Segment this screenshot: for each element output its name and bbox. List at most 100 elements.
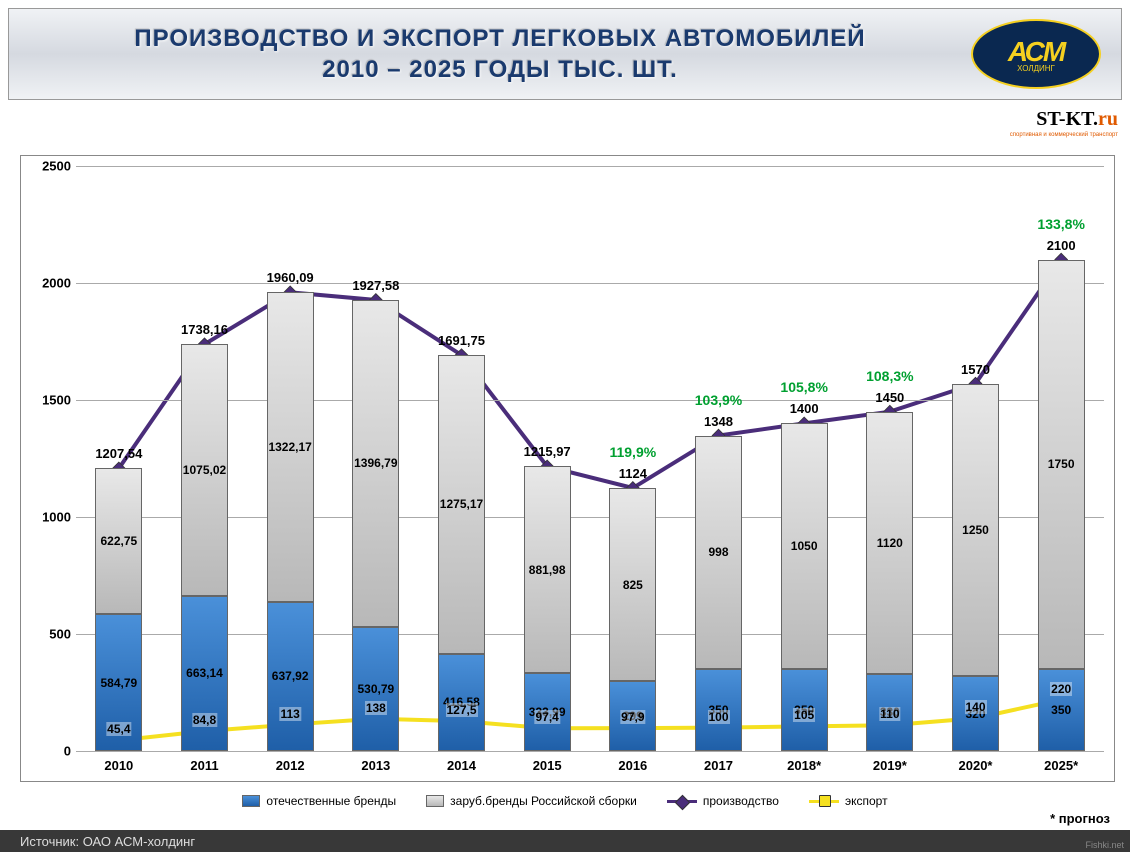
production-value-label: 1400 bbox=[790, 401, 819, 416]
foreign-value-label: 1250 bbox=[962, 523, 989, 537]
y-tick-label: 2500 bbox=[26, 159, 71, 174]
export-value-label: 45,4 bbox=[106, 722, 131, 736]
export-value-label: 110 bbox=[879, 707, 900, 721]
export-value-label: 138 bbox=[365, 701, 387, 715]
y-tick-label: 0 bbox=[26, 744, 71, 759]
legend-label-export: экспорт bbox=[845, 794, 888, 808]
growth-pct-label: 103,9% bbox=[695, 392, 742, 408]
foreign-value-label: 1322,17 bbox=[268, 440, 311, 454]
x-tick-label: 2012 bbox=[276, 758, 305, 773]
domestic-value-label: 663,14 bbox=[186, 666, 223, 680]
foreign-value-label: 881,98 bbox=[529, 563, 566, 577]
foreign-value-label: 1120 bbox=[877, 536, 903, 550]
domestic-value-label: 584,79 bbox=[100, 676, 137, 690]
legend-box-domestic bbox=[242, 795, 260, 807]
bar-group bbox=[438, 355, 485, 751]
growth-pct-label: 119,9% bbox=[609, 444, 656, 460]
foreign-value-label: 622,75 bbox=[100, 534, 137, 548]
bar-group bbox=[866, 412, 913, 751]
bar-group bbox=[181, 344, 228, 751]
domestic-value-label: 530,79 bbox=[357, 682, 394, 696]
legend-production: производство bbox=[667, 794, 779, 808]
production-value-label: 1691,75 bbox=[438, 333, 485, 348]
production-value-label: 1215,97 bbox=[524, 444, 571, 459]
x-tick-label: 2015 bbox=[533, 758, 562, 773]
legend-domestic: отечественные бренды bbox=[242, 794, 396, 808]
x-tick-label: 2018* bbox=[787, 758, 821, 773]
growth-pct-label: 108,3% bbox=[866, 368, 913, 384]
bar-group bbox=[1038, 260, 1085, 751]
export-value-label: 97,4 bbox=[534, 710, 559, 724]
export-value-label: 105 bbox=[793, 708, 815, 722]
x-tick-label: 2016 bbox=[618, 758, 647, 773]
foreign-value-label: 1075,02 bbox=[183, 463, 226, 477]
source-text: Источник: ОАО АСМ-холдинг bbox=[20, 834, 195, 849]
growth-pct-label: 133,8% bbox=[1037, 216, 1084, 232]
export-value-label: 220 bbox=[1050, 682, 1072, 696]
production-value-label: 1570 bbox=[961, 362, 990, 377]
header-band: ПРОИЗВОДСТВО И ЭКСПОРТ ЛЕГКОВЫХ АВТОМОБИ… bbox=[8, 8, 1122, 100]
grid-line bbox=[76, 283, 1104, 284]
export-value-label: 84,8 bbox=[192, 713, 217, 727]
logo-sub-text: ХОЛДИНГ bbox=[1017, 64, 1055, 73]
lines-svg bbox=[76, 166, 1104, 751]
legend-label-domestic: отечественные бренды bbox=[266, 794, 396, 808]
watermark-sub: спортивная и коммерческий транспорт bbox=[1010, 132, 1118, 138]
x-tick-label: 2020* bbox=[959, 758, 993, 773]
export-value-label: 113 bbox=[279, 707, 300, 721]
production-value-label: 1450 bbox=[875, 390, 904, 405]
foreign-value-label: 1396,79 bbox=[354, 456, 397, 470]
growth-pct-label: 105,8% bbox=[780, 379, 827, 395]
production-value-label: 1738,16 bbox=[181, 322, 228, 337]
grid-line bbox=[76, 166, 1104, 167]
domestic-value-label: 637,92 bbox=[272, 669, 309, 683]
legend: отечественные бренды заруб.бренды Россий… bbox=[100, 794, 1030, 808]
export-value-label: 140 bbox=[964, 700, 986, 714]
production-value-label: 1207,54 bbox=[95, 446, 142, 461]
bar-group bbox=[95, 468, 142, 751]
export-value-label: 127,5 bbox=[445, 703, 477, 717]
legend-box-foreign bbox=[426, 795, 444, 807]
legend-line-production bbox=[667, 800, 697, 803]
grid-line bbox=[76, 400, 1104, 401]
x-tick-label: 2013 bbox=[361, 758, 390, 773]
watermark: ST-KT.ru bbox=[1036, 108, 1118, 131]
domestic-value-label: 350 bbox=[1051, 703, 1071, 717]
production-value-label: 2100 bbox=[1047, 238, 1076, 253]
y-tick-label: 2000 bbox=[26, 276, 71, 291]
watermark-right: ru bbox=[1098, 108, 1118, 130]
foreign-value-label: 1750 bbox=[1048, 457, 1075, 471]
x-tick-label: 2014 bbox=[447, 758, 476, 773]
bar-group bbox=[781, 423, 828, 751]
y-tick-label: 1000 bbox=[26, 510, 71, 525]
x-tick-label: 2017 bbox=[704, 758, 733, 773]
chart-container: 050010001500200025002010584,79622,751207… bbox=[20, 155, 1115, 782]
y-tick-label: 500 bbox=[26, 627, 71, 642]
foreign-value-label: 825 bbox=[623, 578, 643, 592]
asm-logo: АСМ ХОЛДИНГ bbox=[971, 19, 1101, 89]
foreign-value-label: 1050 bbox=[791, 539, 818, 553]
grid-line bbox=[76, 751, 1104, 752]
legend-line-export bbox=[809, 800, 839, 803]
production-value-label: 1960,09 bbox=[267, 270, 314, 285]
watermark-left: ST-KT. bbox=[1036, 108, 1098, 130]
grid-line bbox=[76, 634, 1104, 635]
legend-label-foreign: заруб.бренды Российской сборки bbox=[450, 794, 637, 808]
production-value-label: 1348 bbox=[704, 414, 733, 429]
foreign-value-label: 998 bbox=[708, 545, 728, 559]
plot-area: 050010001500200025002010584,79622,751207… bbox=[76, 166, 1104, 751]
x-tick-label: 2010 bbox=[104, 758, 133, 773]
title-line1: ПРОИЗВОДСТВО И ЭКСПОРТ ЛЕГКОВЫХ АВТОМОБИ… bbox=[29, 23, 971, 54]
forecast-note: * прогноз bbox=[1050, 811, 1110, 826]
foreign-value-label: 1275,17 bbox=[440, 497, 483, 511]
legend-export: экспорт bbox=[809, 794, 888, 808]
x-tick-label: 2019* bbox=[873, 758, 907, 773]
fishki-watermark: Fishki.net bbox=[1085, 840, 1124, 850]
title-box: ПРОИЗВОДСТВО И ЭКСПОРТ ЛЕГКОВЫХ АВТОМОБИ… bbox=[29, 23, 971, 85]
legend-label-production: производство bbox=[703, 794, 779, 808]
bar-group bbox=[952, 384, 999, 751]
production-value-label: 1927,58 bbox=[352, 278, 399, 293]
x-tick-label: 2011 bbox=[190, 758, 218, 773]
x-tick-label: 2025* bbox=[1044, 758, 1078, 773]
export-value-label: 97,9 bbox=[620, 710, 645, 724]
